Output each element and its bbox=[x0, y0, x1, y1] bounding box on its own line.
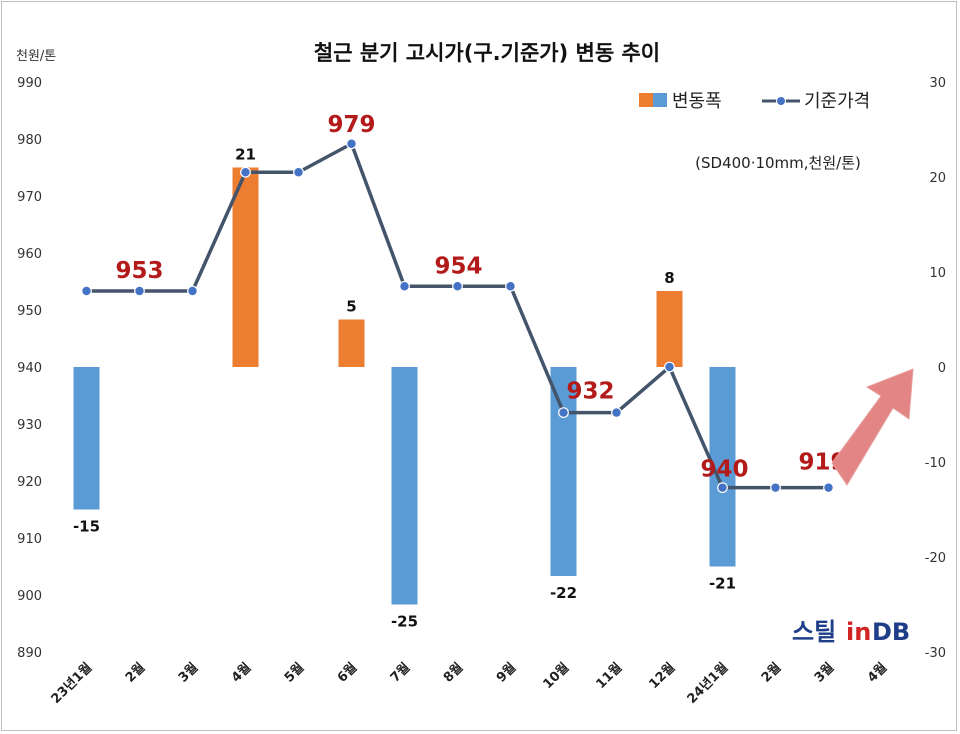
x-tick-label: 23년1월 bbox=[48, 660, 95, 707]
legend-line-marker bbox=[776, 96, 786, 106]
line-point bbox=[293, 166, 304, 178]
left-axis-unit: 천원/톤 bbox=[16, 49, 56, 64]
bar bbox=[656, 291, 683, 367]
bar-data-label: -22 bbox=[550, 584, 577, 602]
line-point bbox=[452, 280, 463, 292]
x-tick-label: 4월 bbox=[864, 660, 890, 686]
legend-swatch-orange bbox=[639, 93, 653, 107]
legend-bar-label: 변동폭 bbox=[672, 91, 722, 112]
left-tick-label: 960 bbox=[17, 247, 42, 262]
left-tick-label: 980 bbox=[17, 133, 42, 148]
right-tick-label: 20 bbox=[929, 171, 946, 186]
right-tick-label: 0 bbox=[938, 361, 946, 376]
bar-data-label: -21 bbox=[709, 575, 736, 593]
line-point bbox=[717, 482, 728, 494]
x-tick-label: 9월 bbox=[493, 660, 519, 686]
bar-data-label: -25 bbox=[391, 613, 418, 631]
left-tick-label: 940 bbox=[17, 361, 42, 376]
x-tick-label: 7월 bbox=[387, 660, 413, 686]
left-tick-label: 950 bbox=[17, 304, 42, 319]
chart-note: (SD400·10mm,천원/톤) bbox=[695, 154, 861, 172]
legend-line-label: 기준가격 bbox=[804, 91, 870, 112]
trend-arrow bbox=[831, 368, 914, 486]
bar bbox=[338, 319, 365, 367]
chart-title: 철근 분기 고시가(구.기준가) 변동 추이 bbox=[314, 41, 660, 65]
bar bbox=[73, 367, 100, 510]
x-tick-label: 5월 bbox=[281, 660, 307, 686]
line-point bbox=[81, 285, 92, 297]
x-tick-label: 8월 bbox=[440, 660, 466, 686]
line-point bbox=[611, 407, 622, 419]
price-annotation: 932 bbox=[566, 379, 614, 405]
right-tick-label: 10 bbox=[929, 266, 946, 281]
line-point bbox=[134, 285, 145, 297]
bar-series bbox=[73, 167, 736, 605]
logo: 스틸 in DB bbox=[792, 618, 910, 646]
bar-data-label: 5 bbox=[346, 298, 356, 316]
right-tick-label: -20 bbox=[925, 551, 946, 566]
x-tick-label: 2월 bbox=[758, 660, 784, 686]
x-tick-label: 10월 bbox=[540, 660, 573, 693]
x-tick-label: 6월 bbox=[334, 660, 360, 686]
right-axis-ticks: 30 20 10 0 -10 -20 -30 bbox=[925, 76, 946, 661]
line-point bbox=[240, 166, 251, 178]
bar-data-label: -15 bbox=[73, 518, 100, 536]
right-tick-label: 30 bbox=[929, 76, 946, 91]
bar bbox=[232, 167, 259, 367]
price-annotation: 954 bbox=[434, 253, 482, 279]
x-tick-label: 3월 bbox=[811, 660, 837, 686]
x-tick-label: 24년1월 bbox=[684, 660, 731, 707]
line-point bbox=[558, 407, 569, 419]
x-tick-label: 4월 bbox=[228, 660, 254, 686]
line-point bbox=[346, 138, 357, 150]
left-tick-label: 890 bbox=[17, 646, 42, 661]
price-annotation: 979 bbox=[327, 112, 375, 138]
right-tick-label: -10 bbox=[925, 456, 946, 471]
line-series bbox=[81, 138, 834, 494]
left-tick-label: 990 bbox=[17, 76, 42, 91]
line-point bbox=[823, 482, 834, 494]
left-tick-label: 930 bbox=[17, 418, 42, 433]
line-point bbox=[664, 361, 675, 373]
x-tick-label: 2월 bbox=[122, 660, 148, 686]
left-tick-label: 910 bbox=[17, 532, 42, 547]
line-point bbox=[399, 280, 410, 292]
x-tick-label: 11월 bbox=[593, 660, 626, 693]
logo-text-3: DB bbox=[872, 618, 910, 646]
left-tick-label: 900 bbox=[17, 589, 42, 604]
price-annotation: 940 bbox=[700, 457, 748, 483]
right-tick-label: -30 bbox=[925, 646, 946, 661]
bar-data-label: 21 bbox=[235, 146, 256, 164]
line-point bbox=[505, 280, 516, 292]
x-tick-label: 3월 bbox=[175, 660, 201, 686]
left-axis-ticks: 990 980 970 960 950 940 930 920 910 900 890 bbox=[17, 76, 42, 661]
x-tick-label: 12월 bbox=[646, 660, 679, 693]
legend-swatch-blue bbox=[653, 93, 667, 107]
x-axis-ticks: 23년1월 2월 3월 4월 5월 6월 7월 8월 9월 10월 11월 12월 24년1월 2월 3월 4… bbox=[48, 660, 890, 707]
price-annotation: 953 bbox=[115, 258, 163, 284]
bar-labels: -15 21 5 -25 -22 8 -21 bbox=[73, 146, 736, 631]
left-tick-label: 920 bbox=[17, 475, 42, 490]
line-point bbox=[770, 482, 781, 494]
line-point bbox=[187, 285, 198, 297]
bar bbox=[550, 367, 577, 576]
legend: 변동폭 기준가격 bbox=[639, 91, 870, 112]
bar bbox=[391, 367, 418, 605]
logo-text-1: 스틸 bbox=[792, 618, 836, 646]
logo-text-2: in bbox=[846, 618, 871, 646]
left-tick-label: 970 bbox=[17, 190, 42, 205]
bar-data-label: 8 bbox=[664, 269, 674, 287]
